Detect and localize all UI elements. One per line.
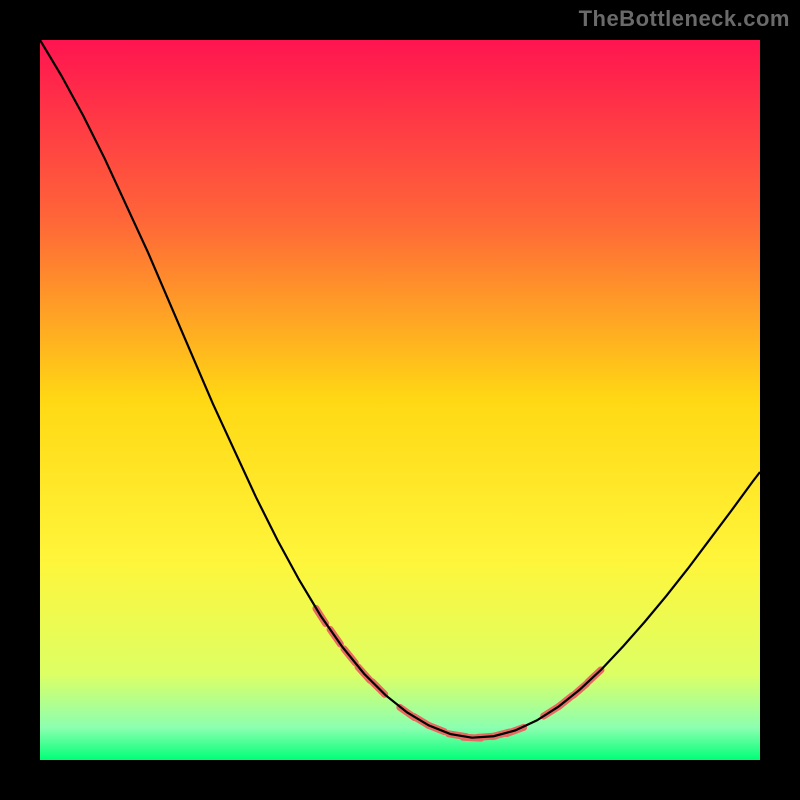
chart-svg: [0, 0, 800, 800]
chart-frame: TheBottleneck.com: [0, 0, 800, 800]
plot-gradient-background: [40, 40, 760, 760]
watermark-text: TheBottleneck.com: [579, 6, 790, 32]
